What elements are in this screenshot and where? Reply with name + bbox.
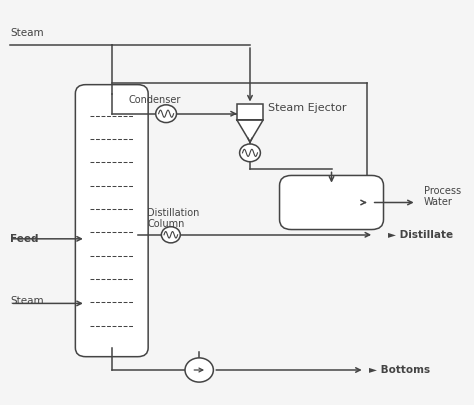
FancyBboxPatch shape	[280, 175, 383, 230]
Circle shape	[185, 358, 213, 382]
Text: Feed: Feed	[10, 234, 39, 244]
Text: Condenser: Condenser	[128, 95, 181, 104]
Circle shape	[156, 105, 176, 123]
Text: Overhead
Drum: Overhead Drum	[329, 192, 377, 213]
Text: Steam: Steam	[10, 296, 44, 307]
Circle shape	[161, 227, 180, 243]
Text: Distillation
Column: Distillation Column	[147, 208, 200, 230]
Text: Steam Ejector: Steam Ejector	[268, 102, 346, 113]
Text: ► Distillate: ► Distillate	[388, 230, 453, 240]
Text: Process
Water: Process Water	[424, 185, 461, 207]
Text: Steam: Steam	[10, 28, 44, 38]
Circle shape	[239, 144, 260, 162]
FancyBboxPatch shape	[237, 104, 263, 120]
Polygon shape	[237, 120, 263, 142]
Text: ► Bottoms: ► Bottoms	[369, 365, 430, 375]
FancyBboxPatch shape	[75, 85, 148, 357]
